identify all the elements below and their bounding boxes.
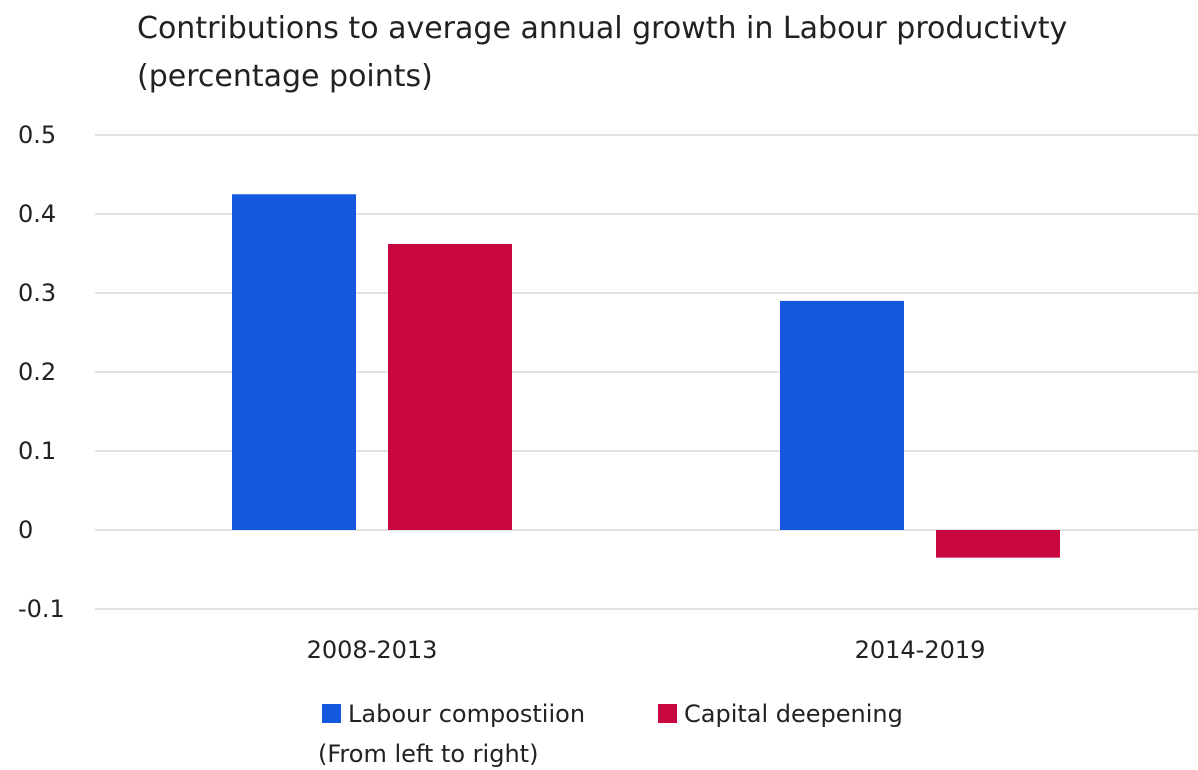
chart-title-line-1: Contributions to average annual growth i…: [137, 11, 1067, 46]
bar-capital-deepening-2008-2013: [388, 244, 512, 530]
chart-title-line-2: (percentage points): [137, 59, 433, 94]
category-label: 2008-2013: [307, 636, 438, 664]
y-tick-label: 0.3: [18, 279, 56, 307]
legend-swatch-labour-composition: [322, 704, 341, 723]
y-tick-label: 0.4: [18, 200, 56, 228]
y-tick-label: 0.1: [18, 437, 56, 465]
category-label: 2014-2019: [855, 636, 986, 664]
y-tick-label: 0.2: [18, 358, 56, 386]
legend-note: (From left to right): [318, 740, 538, 768]
legend-swatch-capital-deepening: [658, 704, 677, 723]
legend-label-labour-composition: Labour compostiion: [348, 700, 585, 728]
bar-labour-composition-2008-2013: [232, 194, 356, 530]
bar-capital-deepening-2014-2019: [936, 530, 1060, 558]
y-tick-label: -0.1: [18, 595, 65, 623]
legend: Labour compostiion Capital deepening (Fr…: [318, 700, 903, 768]
category-labels: 2008-2013 2014-2019: [307, 636, 986, 664]
bars: [232, 194, 1060, 558]
y-tick-label: 0: [18, 516, 33, 544]
y-tick-label: 0.5: [18, 121, 56, 149]
legend-label-capital-deepening: Capital deepening: [684, 700, 903, 728]
bar-labour-composition-2014-2019: [780, 300, 904, 530]
y-axis-tick-labels: 0.5 0.4 0.3 0.2 0.1 0 -0.1: [18, 121, 65, 623]
